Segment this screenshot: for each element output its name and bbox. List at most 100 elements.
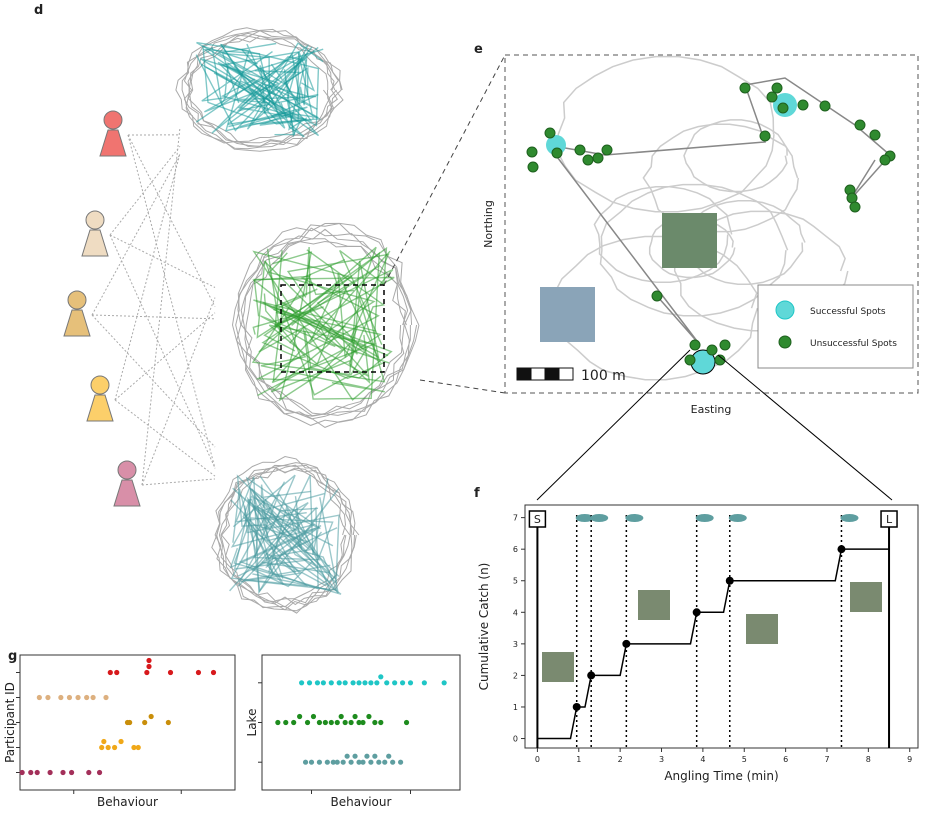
catch-point bbox=[726, 577, 734, 585]
person-body bbox=[100, 130, 126, 156]
dot bbox=[404, 720, 409, 725]
dot bbox=[275, 720, 280, 725]
dot bbox=[196, 670, 201, 675]
unsuccessful-spot bbox=[528, 162, 538, 172]
dot bbox=[136, 745, 141, 750]
unsuccessful-spot bbox=[798, 100, 808, 110]
x-tick-label: 5 bbox=[742, 755, 747, 764]
dot bbox=[67, 695, 72, 700]
dot bbox=[97, 770, 102, 775]
dot bbox=[45, 695, 50, 700]
dot bbox=[106, 745, 111, 750]
dot bbox=[114, 670, 119, 675]
dot bbox=[146, 658, 151, 663]
photo bbox=[542, 652, 574, 682]
legend-label: Successful Spots bbox=[810, 307, 886, 317]
unsuccessful-spot bbox=[778, 103, 788, 113]
dot bbox=[392, 680, 397, 685]
dot bbox=[37, 695, 42, 700]
dot bbox=[349, 720, 354, 725]
y-axis-label: Participant ID bbox=[3, 682, 17, 763]
unsuccessful-spot bbox=[690, 340, 700, 350]
dot bbox=[315, 680, 320, 685]
legend-swatch bbox=[779, 336, 791, 348]
boundary-label: L bbox=[886, 513, 893, 526]
y-tick-label: 7 bbox=[513, 514, 518, 523]
unsuccessful-spot bbox=[847, 193, 857, 203]
dot bbox=[149, 714, 154, 719]
contour bbox=[684, 120, 787, 192]
contour bbox=[557, 57, 774, 212]
x-axis-label: Angling Time (min) bbox=[664, 769, 778, 783]
dot bbox=[352, 754, 357, 759]
photo bbox=[662, 213, 717, 268]
dot bbox=[329, 720, 334, 725]
unsuccessful-spot bbox=[707, 345, 717, 355]
y-tick-label: 0 bbox=[513, 735, 518, 744]
unsuccessful-spot bbox=[760, 131, 770, 141]
dot bbox=[362, 680, 367, 685]
panel-label: g bbox=[8, 649, 17, 664]
dot bbox=[297, 714, 302, 719]
map-x-label: Easting bbox=[691, 403, 732, 416]
unsuccessful-spot bbox=[850, 202, 860, 212]
arrow bbox=[142, 479, 215, 485]
dot bbox=[103, 695, 108, 700]
unsuccessful-spot bbox=[583, 155, 593, 165]
dot bbox=[142, 720, 147, 725]
boundary-label: S bbox=[534, 513, 541, 526]
plot-frame bbox=[525, 505, 918, 748]
fish bbox=[840, 514, 858, 522]
arrow bbox=[128, 135, 215, 307]
unsuccessful-spot bbox=[772, 83, 782, 93]
dot bbox=[317, 720, 322, 725]
dot bbox=[422, 680, 427, 685]
dot bbox=[329, 680, 334, 685]
dot bbox=[352, 714, 357, 719]
zoom-line bbox=[384, 55, 505, 285]
dot bbox=[20, 770, 25, 775]
photo bbox=[540, 287, 595, 342]
unsuccessful-spot bbox=[870, 130, 880, 140]
scale-label: 100 m bbox=[581, 368, 626, 384]
catch-point bbox=[587, 671, 595, 679]
x-tick-label: 2 bbox=[618, 755, 623, 764]
person-head bbox=[118, 461, 136, 479]
dot bbox=[323, 720, 328, 725]
dot bbox=[99, 745, 104, 750]
legend bbox=[758, 285, 913, 368]
person-body bbox=[82, 230, 108, 256]
arrow bbox=[110, 235, 215, 288]
dot bbox=[343, 680, 348, 685]
scale-bar bbox=[531, 368, 545, 380]
dot bbox=[442, 680, 447, 685]
dot bbox=[307, 680, 312, 685]
person-body bbox=[114, 480, 140, 506]
dot bbox=[108, 670, 113, 675]
fish bbox=[590, 514, 608, 522]
dot bbox=[360, 760, 365, 765]
panel-label: e bbox=[474, 42, 483, 57]
y-tick-label: 6 bbox=[513, 545, 518, 554]
dot bbox=[400, 680, 405, 685]
dot bbox=[376, 760, 381, 765]
dot bbox=[101, 739, 106, 744]
dot bbox=[386, 754, 391, 759]
x-tick-label: 0 bbox=[535, 755, 540, 764]
map-y-label: Northing bbox=[482, 200, 495, 248]
dot bbox=[364, 754, 369, 759]
dot bbox=[144, 670, 149, 675]
dot bbox=[168, 670, 173, 675]
unsuccessful-spot bbox=[855, 120, 865, 130]
person-body bbox=[64, 310, 90, 336]
unsuccessful-spot bbox=[880, 155, 890, 165]
dot bbox=[339, 714, 344, 719]
dot bbox=[337, 680, 342, 685]
y-tick-label: 2 bbox=[513, 671, 518, 680]
unsuccessful-spot bbox=[602, 145, 612, 155]
arrow bbox=[92, 315, 215, 319]
dot bbox=[166, 720, 171, 725]
catch-point bbox=[573, 703, 581, 711]
